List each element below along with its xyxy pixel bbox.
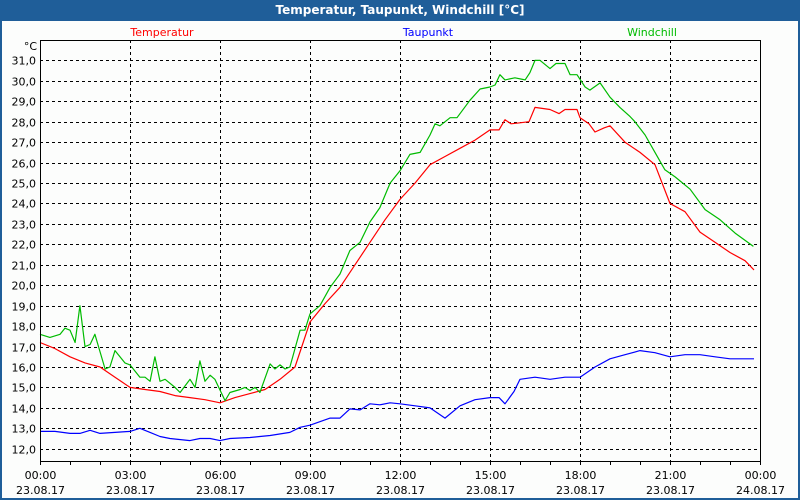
y-tick-label: 31,0 (12, 55, 37, 68)
y-tick-label: 21,0 (12, 260, 37, 273)
plot-frame (40, 40, 761, 462)
series-line-taupunkt (40, 350, 754, 442)
series-line-windchill (39, 59, 754, 402)
y-tick-label: 13,0 (12, 423, 37, 436)
x-tick-label-time: 21:00 (655, 469, 687, 482)
y-tick-label: 22,0 (12, 239, 37, 252)
y-tick-label: 29,0 (12, 96, 37, 109)
y-tick-label: 18,0 (12, 321, 37, 334)
x-tick-label-time: 06:00 (205, 469, 237, 482)
x-tick-label-date: 24.08.17 (736, 484, 785, 497)
legend-item-taupunkt: Taupunkt (402, 26, 454, 39)
x-tick-label-time: 12:00 (385, 469, 417, 482)
y-tick-label: 25,0 (12, 178, 37, 191)
x-tick-label-date: 23.08.17 (16, 484, 65, 497)
x-tick-label-date: 23.08.17 (556, 484, 605, 497)
x-tick-label-time: 09:00 (295, 469, 327, 482)
x-tick-label-date: 23.08.17 (286, 484, 335, 497)
x-tick-label-date: 23.08.17 (196, 484, 245, 497)
y-tick-label: 12,0 (12, 444, 37, 457)
legend-item-temperatur: Temperatur (129, 26, 194, 39)
x-tick-label-date: 23.08.17 (646, 484, 695, 497)
x-tick-label-date: 23.08.17 (106, 484, 155, 497)
y-tick-label: 19,0 (12, 301, 37, 314)
x-tick-label-time: 03:00 (115, 469, 147, 482)
x-tick-label-date: 23.08.17 (466, 484, 515, 497)
y-tick-label: 26,0 (12, 158, 37, 171)
y-tick-label: 20,0 (12, 280, 37, 293)
x-tick-label-time: 18:00 (565, 469, 597, 482)
y-tick-label: 24,0 (12, 198, 37, 211)
series-line-temperatur (39, 106, 755, 404)
y-tick-label: 27,0 (12, 137, 37, 150)
x-tick-label-time: 15:00 (475, 469, 507, 482)
x-tick-label-date: 23.08.17 (376, 484, 425, 497)
x-tick-label-time: 00:00 (25, 469, 57, 482)
legend-item-windchill: Windchill (627, 26, 677, 39)
y-tick-label: 16,0 (12, 362, 37, 375)
y-tick-label: 15,0 (12, 382, 37, 395)
window-title: Temperatur, Taupunkt, Windchill [°C] (0, 0, 800, 21)
y-tick-label: 23,0 (12, 219, 37, 232)
y-tick-label: 30,0 (12, 76, 37, 89)
x-tick-label-time: 00:00 (745, 469, 777, 482)
y-axis-label: °C (24, 40, 38, 53)
y-tick-label: 28,0 (12, 117, 37, 130)
y-tick-label: 14,0 (12, 403, 37, 416)
y-tick-label: 17,0 (12, 342, 37, 355)
